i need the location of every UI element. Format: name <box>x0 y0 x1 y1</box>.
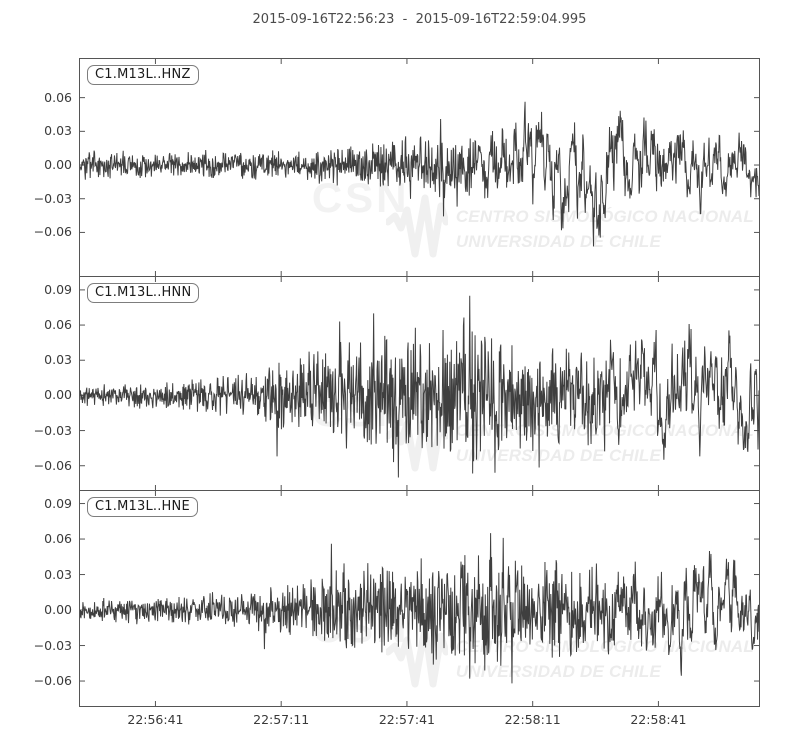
panel-hne: CSN CENTRO SISMOLÓGICO NACIONAL UNIVERSI… <box>80 491 759 706</box>
trace-label-hne: C1.M13L..HNE <box>87 497 198 517</box>
y-tick-label: 0.09 <box>44 281 72 297</box>
y-tick-label: 0.00 <box>44 157 72 173</box>
trace-label-hnz: C1.M13L..HNZ <box>87 65 199 85</box>
y-tick-label: 0.00 <box>44 387 72 403</box>
watermark-line2: UNIVERSIDAD DE CHILE <box>455 446 661 465</box>
x-tick-label: 22:57:41 <box>378 712 435 727</box>
seismogram-trace <box>80 101 759 247</box>
plot-area: CSN CENTRO SISMOLÓGICO NACIONAL UNIVERSI… <box>79 58 760 707</box>
y-tick-label: 0.06 <box>44 531 72 547</box>
y-tick-label: −0.06 <box>33 673 72 689</box>
waveform-hne <box>80 491 759 706</box>
panel-hnn: CSN CENTRO SISMOLÓGICO NACIONAL UNIVERSI… <box>80 277 759 491</box>
trace-label-hnn: C1.M13L..HNN <box>87 283 200 303</box>
y-tick-label: 0.03 <box>44 352 72 368</box>
y-tick-label: −0.06 <box>33 457 72 473</box>
csn-logo: CSN <box>310 174 448 258</box>
y-tick-label: 0.03 <box>44 566 72 582</box>
y-tick-label: 0.06 <box>44 89 72 105</box>
y-tick-label: −0.03 <box>33 637 72 653</box>
y-tick-label: −0.03 <box>33 422 72 438</box>
csn-acronym-text: CSN <box>311 174 410 221</box>
y-tick-label: −0.03 <box>33 190 72 206</box>
figure-title: 2015-09-16T22:56:23 - 2015-09-16T22:59:0… <box>252 12 587 27</box>
waveform-hnn <box>80 277 759 490</box>
y-tick-label: 0.09 <box>44 495 72 511</box>
x-tick-label: 22:58:41 <box>630 712 687 727</box>
y-tick-label: 0.03 <box>44 123 72 139</box>
panel-hnz: CSN CENTRO SISMOLÓGICO NACIONAL UNIVERSI… <box>80 59 759 277</box>
seismic-wave-icon <box>385 624 448 688</box>
watermark-line2: UNIVERSIDAD DE CHILE <box>455 662 661 681</box>
watermark-line2: UNIVERSIDAD DE CHILE <box>455 232 661 251</box>
seismogram-trace <box>80 533 759 684</box>
y-tick-label: −0.06 <box>33 224 72 240</box>
x-tick-label: 22:57:11 <box>253 712 310 727</box>
y-tick-label: 0.00 <box>44 602 72 618</box>
waveform-hnz <box>80 59 759 276</box>
y-tick-label: 0.06 <box>44 317 72 333</box>
seismogram-trace <box>80 295 759 478</box>
x-tick-label: 22:56:41 <box>127 712 184 727</box>
x-tick-label: 22:58:11 <box>504 712 561 727</box>
seismic-wave-icon <box>385 194 448 258</box>
